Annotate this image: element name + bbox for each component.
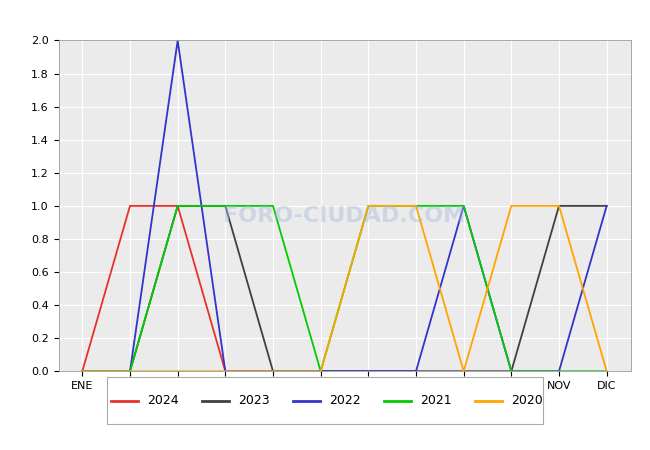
Text: 2020: 2020 [512,394,543,407]
Text: Matriculaciones de Vehiculos en Matanza: Matriculaciones de Vehiculos en Matanza [139,11,511,29]
Text: 2024: 2024 [148,394,179,407]
Text: 2023: 2023 [239,394,270,407]
Text: http://www.foro-ciudad.com: http://www.foro-ciudad.com [502,439,637,449]
Text: FORO-CIUDAD.COM: FORO-CIUDAD.COM [224,206,465,226]
Text: 2022: 2022 [330,394,361,407]
FancyBboxPatch shape [107,377,543,424]
Text: 2021: 2021 [421,394,452,407]
